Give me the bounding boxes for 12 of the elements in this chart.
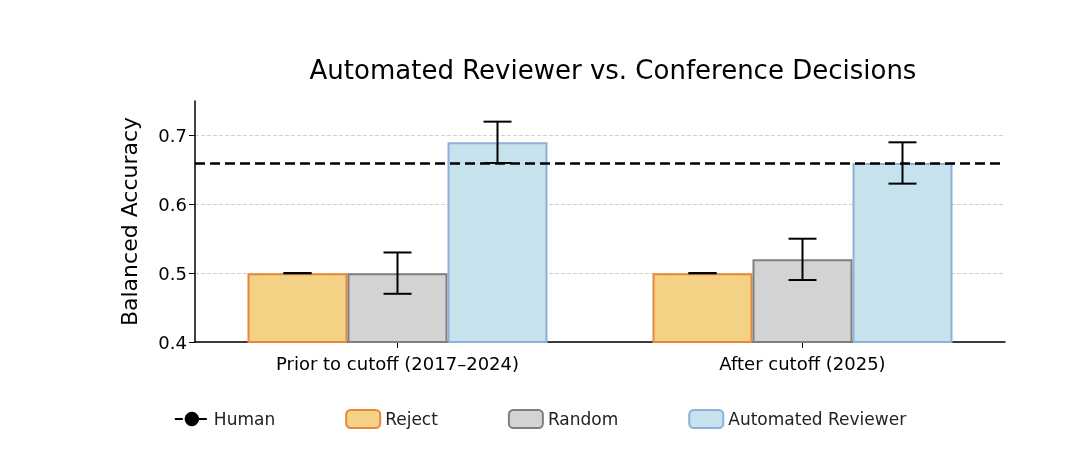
legend-label: Automated Reviewer xyxy=(728,409,907,429)
legend-label: Reject xyxy=(385,409,439,429)
y-tick-label: 0.6 xyxy=(158,193,187,215)
x-tick-label: Prior to cutoff (2017–2024) xyxy=(275,352,520,374)
x-tick-label: After cutoff (2025) xyxy=(719,352,886,374)
y-tick-label: 0.5 xyxy=(158,262,187,284)
y-axis-title: Balanced Accuracy xyxy=(116,116,142,327)
chart-title: Automated Reviewer vs. Conference Decisions xyxy=(309,55,917,85)
y-tick-label: 0.4 xyxy=(158,331,187,353)
legend-label: Random xyxy=(547,409,619,429)
legend-label: Human xyxy=(213,409,276,429)
y-tick-label: 0.7 xyxy=(158,124,187,146)
